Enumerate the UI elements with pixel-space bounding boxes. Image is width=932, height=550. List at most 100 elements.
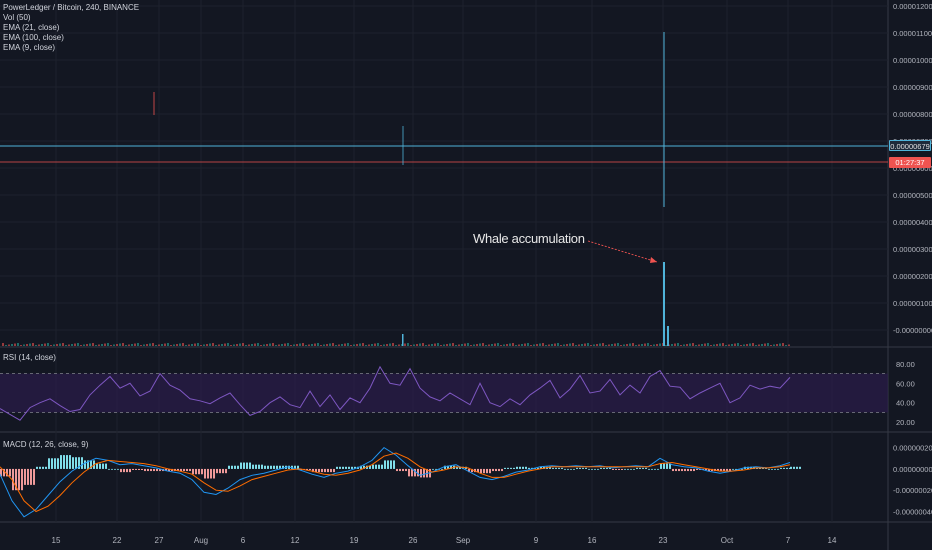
volume-bar <box>473 344 475 346</box>
macd-histogram-bar <box>615 468 617 470</box>
volume-bar <box>572 343 574 346</box>
volume-bar <box>704 343 706 346</box>
volume-bar <box>323 344 325 346</box>
volume-bar <box>467 343 469 346</box>
macd-histogram-bar <box>591 468 593 470</box>
volume-bar <box>407 343 409 346</box>
volume-bar <box>62 343 64 346</box>
volume-bar <box>512 343 514 346</box>
volume-bar <box>707 343 709 346</box>
volume-bar <box>422 343 424 346</box>
volume-bar <box>617 343 619 346</box>
macd-histogram-bar <box>21 468 23 491</box>
volume-bar <box>320 345 322 346</box>
volume-bar <box>374 343 376 346</box>
macd-histogram-bar <box>429 468 431 478</box>
macd-histogram-bar <box>669 463 671 469</box>
volume-bar <box>380 345 382 346</box>
macd-histogram-bar <box>360 465 362 469</box>
macd-histogram-bar <box>147 468 149 472</box>
macd-histogram-bar <box>222 468 224 474</box>
macd-histogram-bar <box>204 468 206 479</box>
volume-bar <box>167 343 169 346</box>
volume-bar <box>689 343 691 346</box>
macd-histogram-bar <box>96 463 98 469</box>
volume-bar <box>425 345 427 346</box>
rsi-band <box>0 373 888 413</box>
volume-bar <box>734 343 736 346</box>
volume-bar <box>497 343 499 346</box>
volume-bar <box>326 344 328 346</box>
volume-bar <box>284 343 286 346</box>
macd-histogram-bar <box>648 468 650 470</box>
macd-histogram-bar <box>27 468 29 485</box>
date-tick-label: Aug <box>194 536 208 545</box>
price-tick-label: 0.00000600 <box>893 164 932 173</box>
volume-bar <box>290 345 292 346</box>
macd-histogram-bar <box>123 468 125 473</box>
volume-bar <box>716 344 718 346</box>
macd-histogram-bar <box>729 468 731 472</box>
volume-bar <box>488 344 490 346</box>
volume-bar <box>416 344 418 346</box>
macd-histogram-bar <box>114 468 116 470</box>
macd-histogram-bar <box>18 468 20 491</box>
volume-bar <box>332 343 334 346</box>
volume-bar <box>2 343 4 346</box>
volume-bar <box>452 343 454 346</box>
chart-legend: PowerLedger / Bitcoin, 240, BINANCE Vol … <box>3 3 139 53</box>
volume-bar <box>743 344 745 346</box>
macd-histogram-bar <box>459 466 461 469</box>
macd-histogram-bar <box>75 457 77 469</box>
macd-histogram-bar <box>717 468 719 472</box>
macd-histogram-bar <box>282 465 284 469</box>
volume-bar <box>248 344 250 346</box>
macd-histogram-bar <box>726 468 728 472</box>
volume-bar <box>245 345 247 346</box>
volume-bar <box>239 343 241 346</box>
macd-histogram-bar <box>48 458 50 469</box>
date-tick-label: 26 <box>409 536 418 545</box>
volume-bar <box>104 343 106 346</box>
volume-bar <box>440 345 442 346</box>
volume-bar <box>566 344 568 346</box>
volume-bar <box>536 344 538 346</box>
volume-bar <box>650 345 652 346</box>
macd-histogram-bar <box>231 465 233 469</box>
volume-bar <box>329 343 331 346</box>
volume-bar <box>713 344 715 346</box>
macd-histogram-bar <box>567 468 569 470</box>
macd-histogram-bar <box>219 468 221 474</box>
macd-histogram-bar <box>237 465 239 469</box>
macd-histogram-bar <box>405 468 407 472</box>
macd-histogram-bar <box>144 468 146 472</box>
volume-bar <box>647 343 649 346</box>
macd-histogram-bar <box>732 468 734 470</box>
macd-histogram-bar <box>387 460 389 469</box>
macd-histogram-bar <box>396 468 398 472</box>
volume-bar <box>224 343 226 346</box>
macd-histogram-bar <box>393 460 395 469</box>
level-price-tag: 0.00000679 <box>889 140 931 151</box>
price-pane <box>0 32 888 263</box>
macd-histogram-bar <box>660 463 662 469</box>
volume-bar <box>599 343 601 346</box>
volume-bar <box>95 345 97 346</box>
volume-bar <box>71 344 73 346</box>
macd-histogram-bar <box>447 465 449 469</box>
volume-bar <box>626 344 628 346</box>
macd-histogram-bar <box>126 468 128 473</box>
volume-bar <box>446 344 448 346</box>
volume-bar <box>494 343 496 346</box>
indicator-ema9: EMA (9, close) <box>3 43 56 52</box>
volume-bar <box>53 344 55 346</box>
macd-histogram-bar <box>654 468 656 470</box>
volume-bar <box>314 343 316 346</box>
macd-histogram-bar <box>39 466 41 469</box>
date-tick-label: 12 <box>291 536 300 545</box>
volume-bar <box>632 343 634 346</box>
volume-bar <box>353 344 355 346</box>
volume-bar <box>293 344 295 346</box>
macd-histogram-bar <box>105 463 107 469</box>
